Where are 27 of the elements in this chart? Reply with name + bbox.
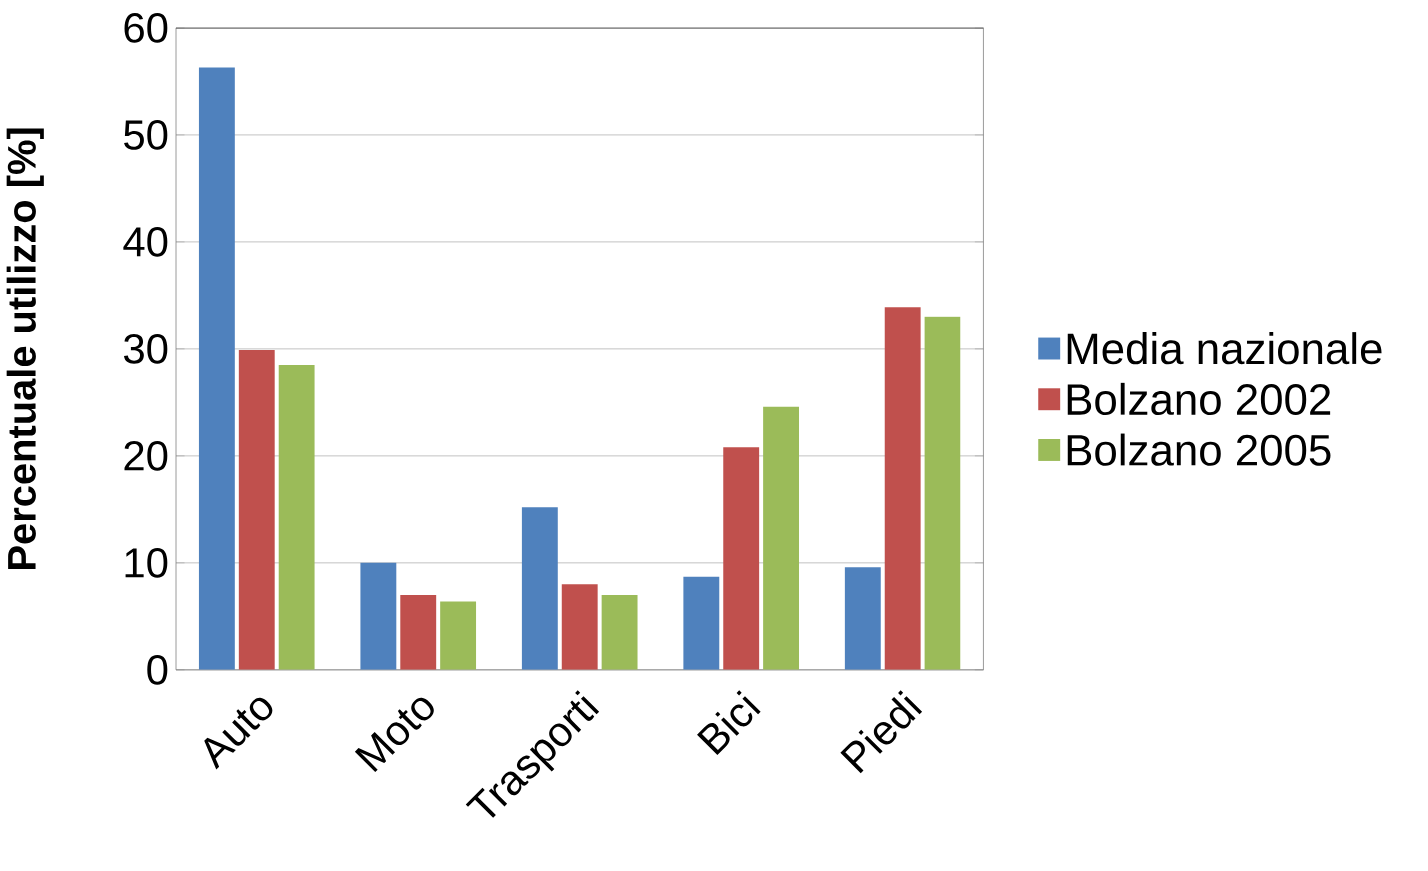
legend-label: Bolzano 2002 — [1067, 382, 1331, 415]
legend-label: Bolzano 2005 — [1067, 433, 1331, 466]
bar — [400, 594, 437, 670]
bar — [278, 364, 315, 670]
bar — [238, 349, 275, 670]
x-tick-label: Bici — [697, 690, 761, 755]
bar — [521, 507, 558, 670]
legend-label: Media nazionale — [1067, 332, 1382, 365]
y-tick-label: 30 — [123, 333, 168, 364]
y-tick-label: 40 — [123, 226, 168, 257]
bar — [924, 316, 961, 670]
bar — [601, 594, 638, 670]
bar — [683, 576, 720, 670]
y-tick-label: 50 — [124, 120, 168, 150]
bar — [198, 67, 235, 670]
bar — [844, 567, 881, 670]
y-axis-title: Percentuale utilizzo [%] — [6, 128, 44, 569]
bar — [440, 601, 477, 670]
y-tick-label: 60 — [124, 13, 168, 43]
y-tick-label: 0 — [147, 654, 168, 685]
bar — [360, 562, 397, 670]
bar — [561, 584, 598, 670]
bar — [884, 307, 921, 670]
y-tick-label: 20 — [124, 440, 168, 471]
bar — [723, 447, 760, 670]
y-tick-label: 10 — [125, 547, 168, 578]
bar — [763, 406, 800, 670]
